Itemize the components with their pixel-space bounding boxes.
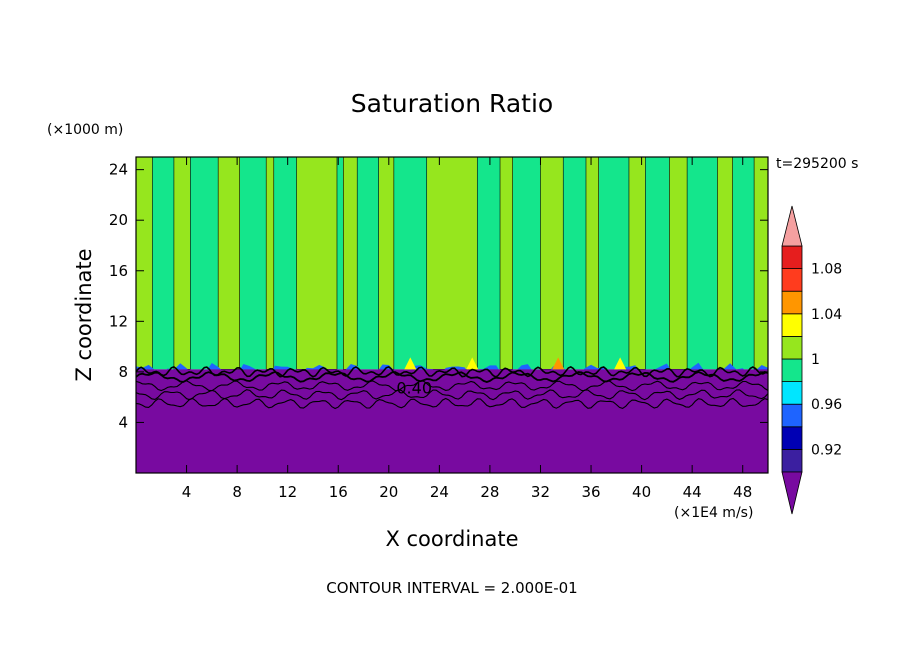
y-unit-label: (×1000 m) [47,122,123,138]
contour-layer [135,365,769,410]
contour-interval-footer: CONTOUR INTERVAL = 2.000E-01 [326,579,577,597]
super-saturated-band [217,156,240,370]
colorbar-segment [781,403,803,428]
colorbar-label: 1 [811,352,820,368]
x-tick-label: 24 [430,483,449,501]
colorbar-segment [781,290,803,315]
x-tick-label: 32 [531,483,550,501]
field-layer [135,156,769,473]
super-saturated-band [265,156,275,370]
y-tick-label: 20 [109,211,128,229]
supersaturated-patch [552,357,565,370]
super-saturated-band [669,156,688,370]
colorbar-label: 1.08 [811,262,842,278]
colorbar-segment [781,426,803,450]
y-tick-label: 4 [118,413,128,431]
super-saturated-band [585,156,599,370]
super-saturated-band [753,156,769,370]
chart-title: Saturation Ratio [351,89,553,118]
colorbar-segment [781,448,803,473]
supersaturated-patch [466,357,479,370]
plot-frame [135,156,769,474]
colorbar-label: 1.04 [811,307,842,323]
x-tick-label: 40 [632,483,651,501]
cloud-base-contour [135,365,766,378]
colorbar-segment [781,381,803,405]
colorbar-label: 0.92 [811,442,842,458]
colorbar-over-arrow [781,205,803,247]
x-tick-label: 4 [182,483,192,501]
y-tick-label: 12 [109,312,128,330]
supersaturated-patch [404,357,417,370]
y-tick-label: 16 [109,262,128,280]
super-saturated-band [426,156,478,370]
x-unit-label: (×1E4 m/s) [674,505,753,521]
x-tick-label: 20 [379,483,398,501]
x-tick-label: 12 [278,483,297,501]
colorbar-segment [781,245,803,270]
y-tick-label: 8 [118,363,128,381]
colorbar-segment [781,358,803,383]
super-saturated-band [499,156,513,370]
y-tick-label: 24 [109,161,128,179]
colorbar: 0.92 0.96 1 1.04 1.08 [781,205,842,515]
colorbar-label: 0.96 [811,397,842,413]
y-ticks: 4 8 12 16 20 24 [109,161,768,431]
colorbar-segment [781,268,803,292]
contour-line [135,389,769,401]
contour-line [135,397,769,410]
x-tick-label: 8 [232,483,242,501]
contour-line [135,380,769,392]
y-axis-label: Z coordinate [72,248,96,381]
x-tick-label: 48 [733,483,752,501]
super-saturated-band [378,156,395,370]
colorbar-under-arrow [781,471,803,515]
super-saturated-band [173,156,191,370]
contour-line [135,370,769,383]
time-label: t=295200 s [776,156,858,172]
x-tick-label: 44 [683,483,702,501]
super-saturated-band [135,156,153,370]
x-tick-label: 16 [329,483,348,501]
super-saturated-band [296,156,338,370]
super-saturated-band [717,156,733,370]
x-tick-label: 36 [581,483,600,501]
contour-label: 0.40 [396,378,432,397]
x-axis-label: X coordinate [385,527,518,551]
super-saturated-band [540,156,564,370]
colorbar-segment [781,313,803,337]
colorbar-segment [781,335,803,360]
supersaturated-patch [614,357,627,370]
super-saturated-band [342,156,358,370]
super-saturated-band [628,156,646,370]
x-ticks: 4 8 12 16 20 24 28 32 36 40 44 48 [182,157,752,501]
x-tick-label: 28 [480,483,499,501]
dry-layer [136,369,768,473]
